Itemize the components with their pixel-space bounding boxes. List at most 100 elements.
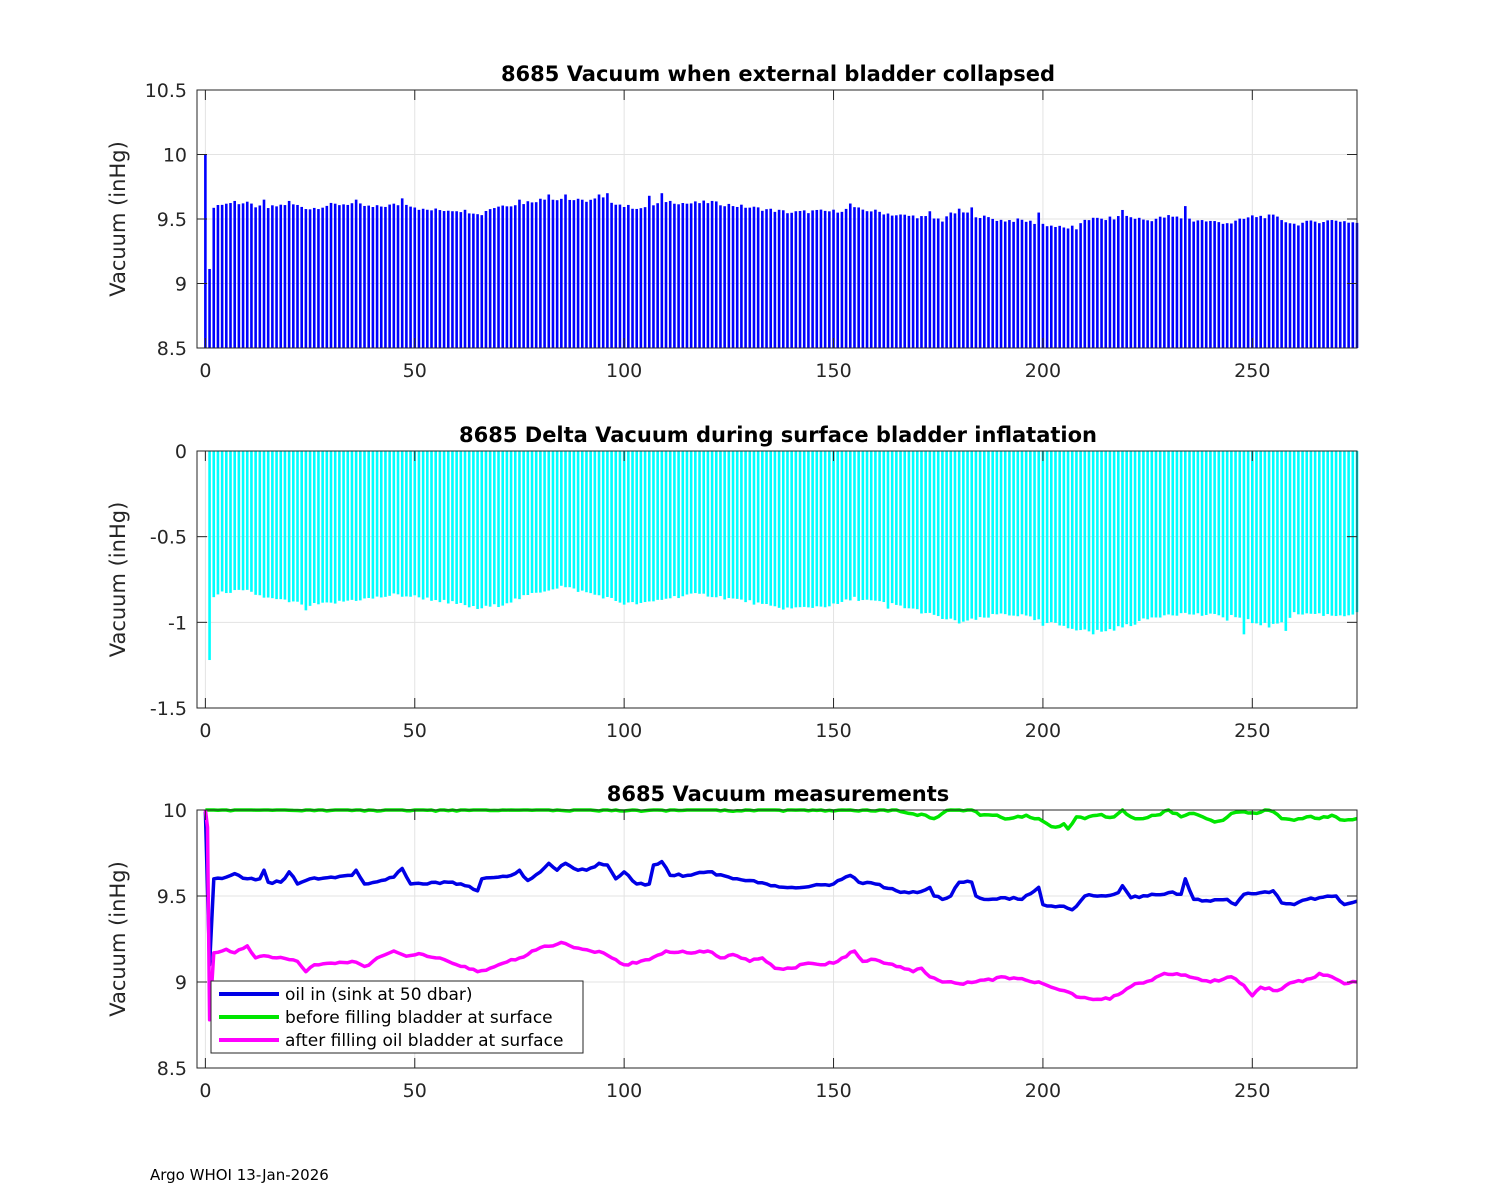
bar bbox=[953, 213, 957, 348]
bar bbox=[1058, 451, 1061, 626]
bar bbox=[513, 205, 517, 348]
bar bbox=[815, 209, 819, 348]
bar bbox=[991, 451, 994, 614]
bar bbox=[1292, 451, 1296, 613]
bar bbox=[438, 210, 442, 348]
bar bbox=[903, 451, 907, 609]
bar bbox=[664, 451, 668, 599]
bar bbox=[426, 209, 429, 348]
bar bbox=[1154, 451, 1158, 618]
bar bbox=[815, 451, 819, 607]
bar bbox=[610, 451, 613, 598]
bar bbox=[1284, 451, 1288, 631]
bar bbox=[1117, 216, 1120, 348]
bar bbox=[1075, 451, 1078, 631]
bar bbox=[363, 205, 366, 348]
bar bbox=[1276, 216, 1279, 348]
bar bbox=[773, 451, 777, 607]
bar bbox=[204, 154, 207, 348]
bar bbox=[1133, 218, 1137, 348]
bar bbox=[208, 268, 211, 348]
bar bbox=[890, 451, 894, 604]
bar bbox=[551, 451, 555, 590]
bar bbox=[497, 451, 500, 608]
bar bbox=[802, 451, 806, 607]
bar bbox=[1276, 451, 1279, 624]
bar bbox=[467, 213, 471, 348]
bar bbox=[1129, 451, 1133, 627]
bar bbox=[911, 215, 915, 348]
bar bbox=[488, 209, 492, 348]
y-axis-label: Vacuum (inHg) bbox=[106, 502, 130, 658]
bar bbox=[329, 451, 333, 603]
bar bbox=[547, 451, 551, 591]
bar bbox=[886, 213, 890, 348]
bar bbox=[568, 199, 572, 348]
bar bbox=[945, 451, 948, 620]
bar bbox=[694, 201, 697, 348]
bar bbox=[1104, 451, 1108, 632]
bar bbox=[627, 204, 630, 348]
bar bbox=[748, 207, 752, 348]
bar bbox=[915, 218, 919, 348]
bar bbox=[1263, 218, 1267, 348]
bar bbox=[589, 451, 592, 594]
chart-title: 8685 Vacuum when external bladder collap… bbox=[501, 62, 1055, 86]
bar bbox=[279, 451, 283, 600]
bar bbox=[1313, 451, 1317, 614]
bar bbox=[949, 451, 953, 619]
bar bbox=[656, 451, 659, 600]
axes-box bbox=[196, 809, 1358, 1069]
bar bbox=[1133, 451, 1137, 625]
bar bbox=[526, 451, 530, 596]
x-tick-label: 50 bbox=[403, 1080, 427, 1102]
y-tick-label: 9.5 bbox=[157, 209, 187, 231]
bar bbox=[706, 451, 710, 597]
bar bbox=[254, 207, 257, 348]
bar bbox=[861, 451, 865, 601]
bar bbox=[970, 451, 974, 619]
bar bbox=[614, 204, 618, 348]
x-tick-label: 250 bbox=[1234, 720, 1270, 742]
bar bbox=[857, 207, 860, 348]
bar bbox=[848, 451, 852, 601]
bar bbox=[756, 207, 760, 348]
bar bbox=[539, 198, 542, 348]
bar bbox=[853, 451, 856, 597]
bar bbox=[865, 211, 869, 348]
bar bbox=[601, 451, 605, 599]
bar bbox=[530, 202, 534, 348]
bar bbox=[920, 451, 923, 614]
bar bbox=[606, 193, 609, 348]
bar bbox=[1112, 451, 1116, 631]
bar bbox=[241, 451, 245, 591]
bar bbox=[681, 203, 685, 348]
bar bbox=[957, 451, 961, 624]
bar bbox=[727, 203, 731, 348]
y-axis-label: Vacuum (inHg) bbox=[106, 861, 130, 1017]
x-tick-label: 150 bbox=[815, 360, 851, 382]
bar bbox=[761, 451, 764, 604]
bar bbox=[1326, 451, 1329, 615]
bar bbox=[1230, 451, 1233, 615]
bar bbox=[1045, 451, 1049, 624]
bar bbox=[1150, 451, 1154, 618]
bar bbox=[421, 208, 425, 348]
bar bbox=[794, 211, 798, 348]
bar bbox=[350, 451, 354, 600]
bar bbox=[1221, 451, 1225, 618]
bar bbox=[781, 451, 785, 610]
bar bbox=[882, 451, 886, 603]
bar bbox=[614, 451, 618, 602]
bar bbox=[765, 209, 768, 348]
bar bbox=[974, 217, 978, 348]
y-tick-label: 8.5 bbox=[157, 1058, 187, 1080]
bar bbox=[484, 210, 488, 348]
bar bbox=[1347, 222, 1350, 348]
bar bbox=[229, 203, 232, 348]
bar bbox=[505, 206, 509, 348]
bar bbox=[1129, 217, 1133, 348]
bar bbox=[312, 451, 316, 604]
bar bbox=[317, 209, 320, 348]
bar bbox=[744, 207, 747, 348]
